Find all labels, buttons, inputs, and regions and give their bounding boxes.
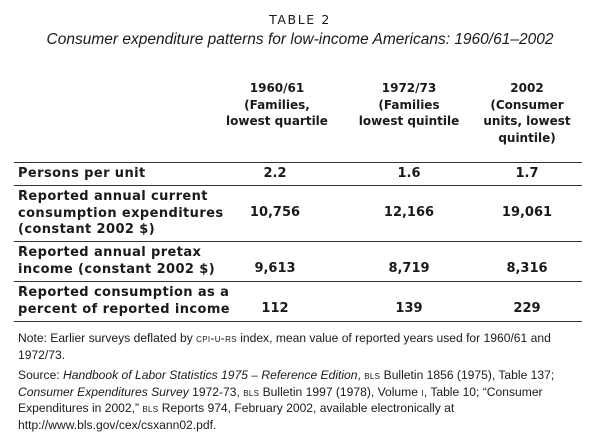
column-header-1972: 1972/73 (Families lowest quintile [344, 80, 474, 130]
data-table: 1960/61 (Families, lowest quartile 1972/… [14, 74, 582, 322]
column-header-line: units, lowest [483, 114, 571, 128]
column-header-row: 1960/61 (Families, lowest quartile 1972/… [14, 74, 582, 162]
column-header-line: (Families [378, 97, 440, 112]
table-label: TABLE 2 [269, 12, 331, 27]
table-cell: 1.7 [515, 166, 539, 181]
column-header-line: 1972/73 [381, 81, 437, 95]
table-rule [14, 281, 582, 282]
table-cell: 2.2 [263, 166, 287, 181]
column-header-line: lowest quartile [226, 114, 328, 128]
column-header-line: (Consumer [490, 97, 564, 112]
row-label: Reported annual pretax income (constant … [18, 245, 216, 277]
table-cell: 12,166 [383, 205, 435, 220]
table-cell: 8,719 [388, 261, 430, 276]
table-source: Source: Handbook of Labor Statistics 197… [18, 368, 555, 432]
table-title: Consumer expenditure patterns for low-in… [46, 31, 554, 48]
table-cell: 1.6 [397, 166, 421, 181]
row-label: Persons per unit [18, 166, 146, 181]
table-rule [14, 162, 582, 163]
column-header-line: 1960/61 [249, 81, 305, 95]
table-cell: 229 [513, 301, 541, 316]
table-cell: 9,613 [254, 261, 296, 276]
table-note: Note: Earlier surveys deflated by cpi-u-… [18, 331, 551, 362]
table-rule [14, 185, 582, 186]
column-header-1960: 1960/61 (Families, lowest quartile [212, 80, 342, 130]
table-row: Persons per unit 2.2 1.6 1.7 [14, 163, 582, 185]
table-cell: 8,316 [506, 261, 548, 276]
table-cell: 19,061 [501, 205, 553, 220]
table-cell: 112 [261, 301, 289, 316]
table-rule [14, 321, 582, 322]
table-row: Reported consumption as a percent of rep… [14, 282, 582, 321]
column-header-2002: 2002 (Consumer units, lowest quintile) [472, 80, 582, 146]
table-cell: 10,756 [249, 205, 301, 220]
notes-block: Note: Earlier surveys deflated by cpi-u-… [18, 330, 584, 438]
table-rule [14, 241, 582, 242]
table-row: Reported annual current consumption expe… [14, 186, 582, 241]
column-header-line: lowest quintile [358, 114, 460, 128]
column-header-line: (Families, [244, 97, 310, 112]
column-header-line: quintile) [498, 130, 556, 145]
column-header-line: 2002 [510, 81, 544, 95]
table-cell: 139 [395, 301, 423, 316]
row-label: Reported consumption as a percent of rep… [18, 285, 231, 317]
row-label: Reported annual current consumption expe… [18, 189, 224, 237]
table-row: Reported annual pretax income (constant … [14, 242, 582, 281]
page: TABLE 2 Consumer expenditure patterns fo… [0, 12, 600, 442]
